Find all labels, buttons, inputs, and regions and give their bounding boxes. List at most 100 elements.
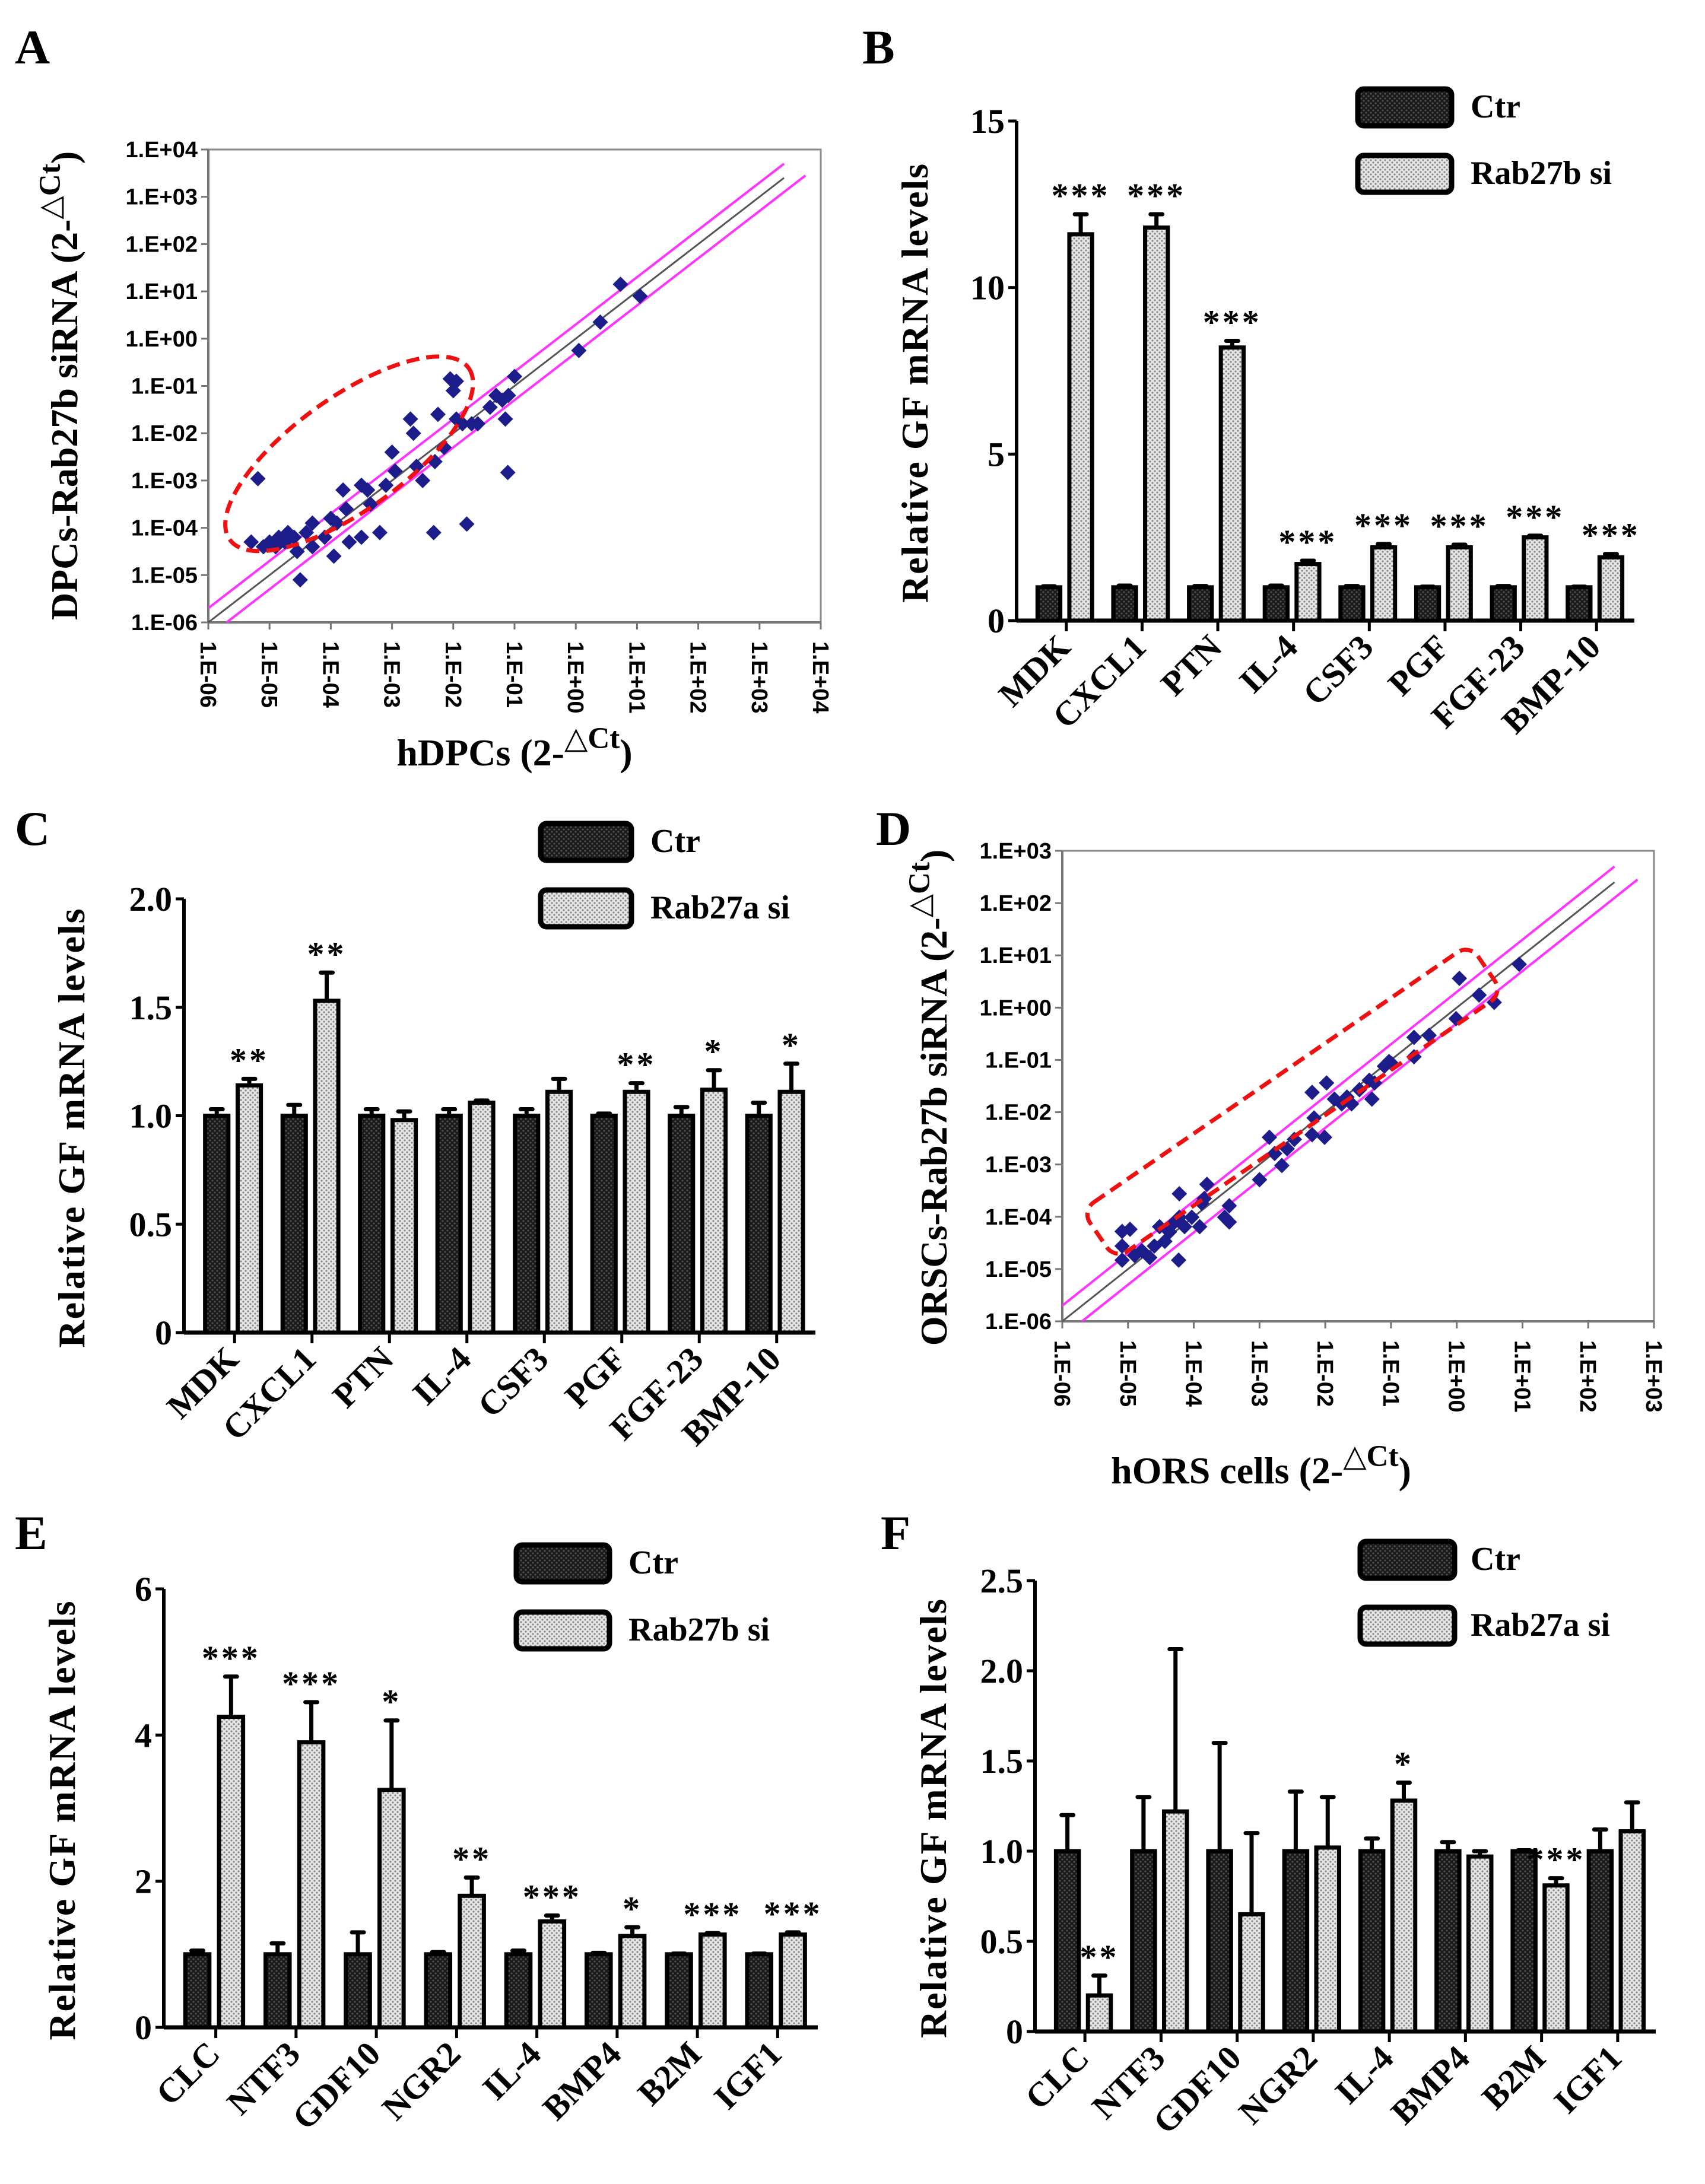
data-point — [1452, 970, 1468, 986]
y-tick-label: 1.E-04 — [131, 516, 198, 541]
bar-knockdown — [1143, 225, 1170, 623]
data-point — [408, 458, 424, 474]
legend-swatch-ctr — [1357, 1538, 1458, 1581]
bar-ctr — [263, 1952, 292, 2030]
data-point — [1274, 1158, 1290, 1174]
x-tick-label: 1.E-01 — [501, 641, 526, 708]
legend-label: Ctr — [650, 823, 700, 860]
significance-marker: * — [382, 1683, 401, 1721]
data-point — [372, 524, 388, 541]
y-tick-label: 1.E-03 — [131, 469, 198, 494]
x-tick-label: 1.E-01 — [1378, 1340, 1403, 1407]
y-tick-label: 1.E+02 — [980, 891, 1052, 916]
bar-knockdown — [1085, 1993, 1113, 2034]
legend-swatch-ctr — [538, 821, 634, 863]
y-tick-label: 1.E-01 — [985, 1048, 1052, 1073]
bar-ctr — [584, 1952, 613, 2030]
legend: Ctr Rab27a si — [538, 821, 790, 930]
x-tick-label: CSF3 — [470, 1339, 555, 1425]
x-tick-label: B2M — [630, 2034, 709, 2113]
data-point — [1317, 1129, 1333, 1145]
data-point — [1221, 1198, 1237, 1214]
legend-label: Ctr — [1471, 88, 1520, 125]
x-tick-label: 1.E+00 — [563, 641, 588, 714]
y-axis-title: Relative GF mRNA levels — [50, 907, 93, 1347]
bar-knockdown — [390, 1118, 418, 1335]
legend-label: Rab27b si — [628, 1611, 770, 1648]
data-point — [1184, 1209, 1200, 1225]
data-point — [405, 425, 421, 441]
significance-marker: *** — [1582, 516, 1640, 555]
y-axis-title: Relative GF mRNA levels — [912, 1598, 954, 2038]
data-point — [299, 524, 315, 541]
bar-ctr — [668, 1114, 696, 1335]
significance-marker: * — [782, 1026, 801, 1064]
bar-knockdown — [468, 1101, 496, 1335]
y-tick-label: 4 — [135, 1716, 152, 1754]
bar-knockdown — [297, 1740, 326, 2030]
significance-marker: ** — [452, 1840, 491, 1878]
data-point — [1192, 1219, 1208, 1235]
bar-ctr — [1282, 1849, 1310, 2034]
highlight-box — [1085, 948, 1500, 1256]
y-tick-label: 0 — [155, 1314, 172, 1352]
legend-swatch-knockdown — [538, 887, 634, 930]
x-tick-label: CLC — [1018, 2038, 1097, 2117]
bar-ctr — [424, 1952, 453, 2030]
data-point — [1486, 994, 1502, 1010]
y-axis-title: Relative GF mRNA levels — [41, 1600, 83, 2040]
significance-marker: *** — [1278, 523, 1337, 561]
bar-knockdown — [1390, 1798, 1418, 2034]
y-tick-label: 1.E-03 — [985, 1153, 1052, 1178]
panel-label-f: F — [881, 1506, 910, 1560]
y-axis-title-close: ) — [913, 850, 955, 862]
data-point — [1364, 1091, 1380, 1107]
data-point — [1252, 1172, 1268, 1188]
y-tick-label: 2.5 — [980, 1562, 1024, 1600]
x-axis-title-superscript: △Ct — [1343, 1439, 1398, 1473]
x-tick-label: 1.E+04 — [808, 641, 833, 714]
bar-ctr — [280, 1114, 308, 1335]
data-point — [1122, 1221, 1138, 1237]
data-point — [1471, 987, 1487, 1003]
data-point — [338, 501, 354, 517]
bar-knockdown — [1446, 545, 1473, 623]
y-tick-label: 0.5 — [980, 1922, 1024, 1961]
x-axis-title-close: ) — [620, 732, 632, 774]
bar-knockdown — [545, 1089, 573, 1335]
x-tick-label: 1.E-04 — [1181, 1340, 1206, 1407]
legend-label: Rab27b si — [1471, 155, 1612, 192]
x-axis-title-close: ) — [1399, 1449, 1411, 1492]
lower-fold-line — [1081, 878, 1639, 1323]
y-tick-label: 1.E+00 — [126, 327, 198, 352]
bar-knockdown — [538, 1919, 567, 2030]
panel-a-chart: 1.E-06 1.E-05 1.E-04 1.E-03 1.E-02 1.E-01 1.E+… — [33, 138, 833, 774]
y-tick-label: 1.E-01 — [131, 374, 198, 399]
y-tick-label: 1.E-02 — [985, 1101, 1052, 1126]
x-tick-label: 1.E-05 — [1115, 1340, 1140, 1407]
y-axis-title: ORSCs-Rab27b siRNA (2-△Ct) — [903, 850, 955, 1346]
data-point — [1177, 1219, 1193, 1235]
significance-marker: *** — [1430, 507, 1489, 545]
significance-marker: * — [623, 1889, 642, 1928]
data-point — [1304, 1085, 1320, 1101]
bar-ctr — [1490, 585, 1517, 623]
legend-swatch-knockdown — [1357, 1604, 1458, 1647]
bar-ctr — [1414, 585, 1442, 623]
significance-marker: *** — [1526, 1840, 1585, 1879]
data-point — [459, 516, 475, 532]
x-tick-label: IGF1 — [706, 2034, 789, 2116]
y-tick-label: 1.E+03 — [126, 185, 198, 210]
data-point — [292, 572, 308, 588]
x-tick-label: 1.E+03 — [747, 641, 771, 714]
panel-d-chart: 1.E-06 1.E-05 1.E-04 1.E-03 1.E-02 1.E-01 1.E+… — [903, 839, 1666, 1492]
y-tick-label: 1.E+03 — [980, 839, 1052, 864]
panel-label-c: C — [15, 802, 50, 856]
x-tick-label: 1.E-03 — [1246, 1340, 1271, 1407]
y-tick-label: 1.E-06 — [131, 611, 198, 635]
y-tick-label: 1.E-05 — [985, 1257, 1052, 1282]
y-tick-label: 15 — [970, 102, 1005, 141]
bar-knockdown — [235, 1083, 263, 1335]
x-axis-title: hORS cells (2-△Ct) — [1111, 1439, 1411, 1492]
